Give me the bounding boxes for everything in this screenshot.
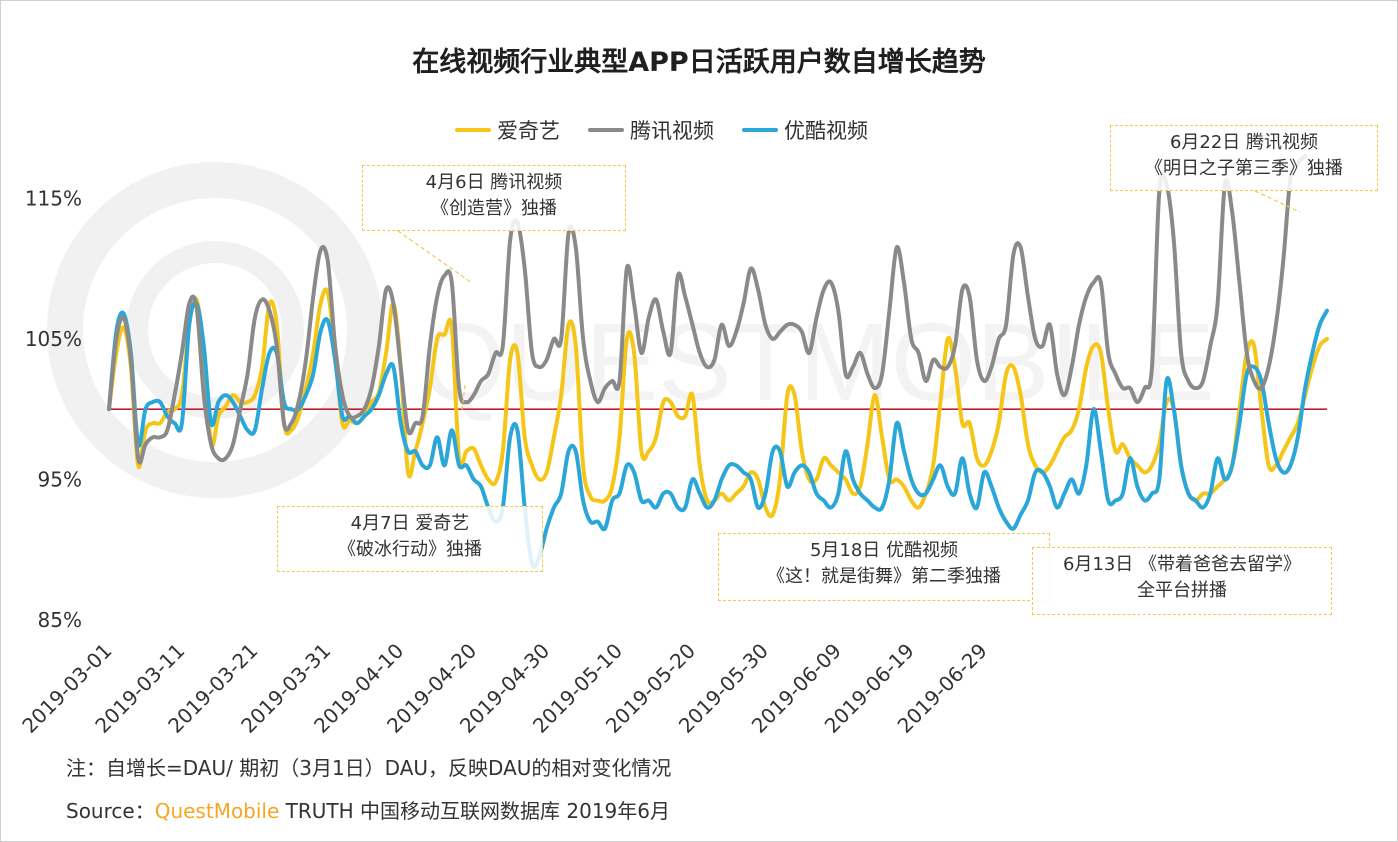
series-layer — [107, 154, 1329, 569]
annotation-line: 4月7日 爱奇艺 — [350, 513, 470, 534]
y-tick-label: 115% — [25, 186, 82, 210]
series-line-2 — [107, 300, 1329, 569]
legend-item-youku[interactable]: 优酷视频 — [742, 115, 868, 145]
chart-title: 在线视频行业典型APP日活跃用户数自增长趋势 — [412, 47, 986, 78]
legend-label-youku: 优酷视频 — [784, 119, 868, 143]
legend-item-tencent[interactable]: 腾讯视频 — [588, 115, 714, 145]
y-tick-label: 95% — [38, 467, 82, 491]
legend-swatch-tencent — [588, 128, 624, 132]
callout-pointers — [397, 190, 1301, 411]
annotation-line: 4月6日 腾讯视频 — [425, 172, 563, 193]
legend-label-iqiyi: 爱奇艺 — [497, 119, 560, 143]
annotation-line: 《破冰行动》独播 — [338, 539, 482, 560]
callout-pointer-1 — [1254, 190, 1301, 213]
y-tick-label: 85% — [38, 608, 82, 632]
annotation-chuangzaoying: 4月6日 腾讯视频 《创造营》独播 — [362, 165, 626, 231]
y-tick-label: 105% — [25, 327, 82, 351]
legend-label-tencent: 腾讯视频 — [630, 119, 714, 143]
source-rest: TRUTH 中国移动互联网数据库 2019年6月 — [279, 799, 670, 823]
annotation-line: 6月22日 腾讯视频 — [1169, 132, 1319, 153]
annotation-pobingxingdong: 4月7日 爱奇艺 《破冰行动》独播 — [277, 506, 543, 572]
watermark-ring — [47, 162, 383, 498]
annotation-line: 《这！就是街舞》第二季独播 — [767, 566, 1001, 587]
annotation-line: 全平台拼播 — [1137, 580, 1227, 601]
annotation-jiewu: 5月18日 优酷视频 《这！就是街舞》第二季独播 — [718, 533, 1050, 601]
annotation-line: 《创造营》独播 — [431, 198, 557, 219]
source-line: Source：QuestMobile TRUTH 中国移动互联网数据库 2019… — [66, 795, 670, 824]
legend-item-iqiyi[interactable]: 爱奇艺 — [455, 115, 560, 145]
source-brand: QuestMobile — [154, 799, 280, 823]
watermark-ring-inner — [126, 241, 304, 419]
series-line-1 — [107, 154, 1308, 465]
callout-pointer-0 — [397, 230, 473, 284]
annotation-line: 《明日之子第三季》独播 — [1145, 158, 1343, 179]
annotation-line: 5月18日 优酷视频 — [809, 540, 959, 561]
annotation-line: 6月13日 《带着爸爸去留学》 — [1062, 554, 1302, 575]
annotation-mingrizhizi: 6月22日 腾讯视频 《明日之子第三季》独播 — [1110, 125, 1378, 191]
legend: 爱奇艺 腾讯视频 优酷视频 — [455, 115, 868, 145]
legend-swatch-youku — [742, 128, 778, 132]
source-label: Source： — [66, 799, 155, 823]
legend-swatch-iqiyi — [455, 128, 491, 132]
series-line-0 — [107, 287, 1329, 519]
y-axis: 85% 95% 105% 115% — [25, 186, 82, 632]
x-axis: 2019-03-012019-03-112019-03-212019-03-31… — [17, 639, 991, 738]
annotation-liuxue: 6月13日 《带着爸爸去留学》 全平台拼播 — [1032, 547, 1332, 615]
footnote: 注：自增长=DAU/ 期初（3月1日）DAU，反映DAU的相对变化情况 — [66, 756, 672, 780]
